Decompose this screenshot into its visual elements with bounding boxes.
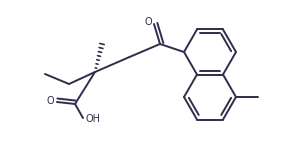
Text: O: O [46, 96, 54, 106]
Text: OH: OH [85, 114, 100, 124]
Text: O: O [144, 17, 152, 27]
